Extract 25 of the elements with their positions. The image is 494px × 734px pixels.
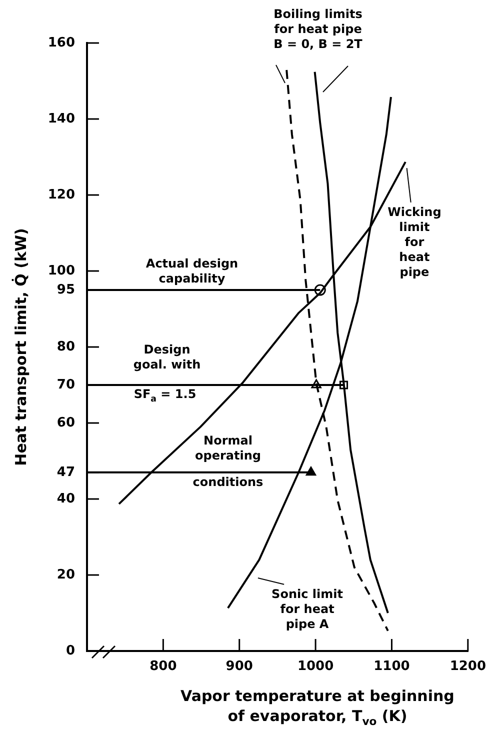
annotation: Actual design capability bbox=[146, 256, 238, 286]
annotation: conditions bbox=[192, 475, 264, 490]
annotation: Boiling limits for heat pipe B = 0, B = 2T bbox=[274, 7, 364, 52]
y-tick-label: 70 bbox=[56, 377, 75, 392]
annotation: Design goal. with bbox=[133, 342, 201, 372]
annotation: Wicking limit for heat pipe bbox=[388, 205, 442, 280]
y-tick-label: 20 bbox=[56, 567, 75, 582]
y-tick-label: 120 bbox=[48, 187, 75, 202]
y-tick-label: 0 bbox=[66, 643, 75, 658]
y-tick-label: 80 bbox=[56, 339, 75, 354]
y-tick-label: 160 bbox=[48, 35, 75, 50]
annotation: Sonic limit for heat pipe A bbox=[272, 587, 344, 632]
y-tick-label: 60 bbox=[56, 415, 75, 430]
y-tick-label: 140 bbox=[48, 111, 75, 126]
y-tick-label: 95 bbox=[56, 282, 75, 298]
x-tick-label: 900 bbox=[226, 659, 253, 674]
y-axis-title: Heat transport limit, Q̇ (kW) bbox=[11, 228, 30, 466]
y-tick-label: 47 bbox=[56, 464, 75, 480]
x-tick-label: 1200 bbox=[450, 659, 486, 674]
y-tick-label: 100 bbox=[48, 263, 75, 278]
x-tick-label: 800 bbox=[150, 659, 177, 674]
x-tick-label: 1000 bbox=[297, 659, 334, 674]
y-tick-label: 40 bbox=[56, 491, 75, 506]
annotation: Normal operating bbox=[195, 434, 261, 463]
x-tick-label: 1100 bbox=[374, 659, 410, 674]
